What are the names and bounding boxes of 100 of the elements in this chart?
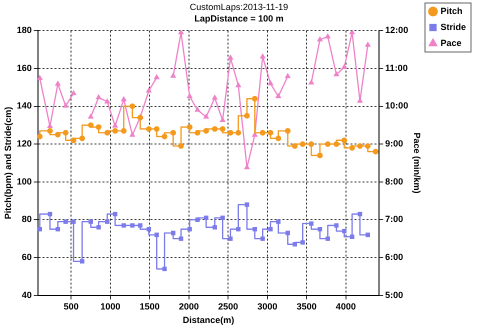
point	[260, 130, 266, 136]
x-tick-label: 2000	[178, 301, 199, 312]
point	[252, 96, 258, 102]
point	[268, 226, 273, 232]
point	[350, 30, 355, 34]
x-tick-label: 1000	[100, 301, 120, 312]
point	[358, 212, 362, 216]
point	[112, 212, 118, 216]
point	[366, 232, 370, 238]
point	[170, 230, 176, 236]
point	[154, 126, 160, 132]
point	[334, 223, 339, 228]
point	[178, 236, 184, 241]
point	[112, 123, 118, 128]
point	[357, 98, 363, 103]
point	[342, 64, 347, 70]
point	[268, 130, 274, 136]
point	[228, 130, 234, 136]
chart-title: CustomLaps:2013-11-19	[190, 2, 288, 12]
point	[220, 216, 225, 220]
point	[146, 226, 152, 232]
point	[38, 134, 43, 140]
y2-tick-label: 10:00	[385, 100, 408, 111]
point	[228, 54, 234, 60]
point	[364, 143, 371, 149]
point	[88, 122, 94, 128]
legend-label: Stride	[440, 22, 466, 32]
point	[318, 226, 322, 232]
point	[300, 141, 306, 147]
point	[71, 219, 76, 224]
point	[194, 130, 200, 136]
point	[260, 54, 266, 58]
point	[105, 219, 110, 224]
point	[170, 73, 176, 78]
point	[334, 72, 339, 76]
point	[96, 225, 101, 230]
y-tick-label: 120	[16, 138, 32, 149]
y-tick-label: 100	[16, 176, 32, 186]
point	[195, 218, 200, 222]
point	[325, 34, 330, 38]
legend-label: Pace	[440, 38, 462, 48]
point	[120, 128, 127, 134]
point	[162, 134, 168, 140]
y2-tick-label: 9:00	[385, 138, 404, 149]
point	[62, 130, 69, 136]
y-tick-label: 40	[22, 290, 32, 300]
point	[357, 143, 363, 149]
point	[204, 216, 208, 220]
point	[284, 128, 291, 134]
point	[194, 107, 200, 112]
point	[187, 226, 192, 232]
point	[204, 114, 209, 119]
point	[236, 226, 241, 232]
y2-tick-label: 8:00	[385, 176, 404, 186]
point	[350, 234, 354, 239]
point	[56, 226, 60, 232]
point	[252, 132, 258, 137]
point	[96, 94, 102, 100]
point	[268, 80, 274, 86]
y2-tick-label: 12:00	[385, 25, 408, 36]
y-tick-label: 80	[22, 214, 32, 224]
point	[326, 236, 330, 241]
point	[292, 242, 298, 247]
x-axis-title: Distance(m)	[182, 315, 234, 326]
point	[244, 112, 250, 119]
point	[146, 88, 152, 92]
point	[212, 225, 217, 230]
point	[235, 130, 242, 136]
point	[341, 137, 348, 144]
point	[130, 223, 135, 228]
point	[212, 126, 218, 132]
point	[54, 132, 61, 138]
point	[349, 145, 355, 151]
point	[286, 230, 290, 236]
y-tick-label: 180	[16, 25, 32, 36]
point	[55, 81, 60, 86]
point	[260, 236, 265, 241]
point	[48, 212, 52, 216]
point	[244, 202, 250, 207]
y2-tick-label: 7:00	[385, 214, 404, 224]
x-tick-label: 2500	[218, 301, 238, 312]
x-tick-label: 3500	[296, 301, 317, 312]
point	[220, 117, 226, 122]
point	[203, 128, 209, 134]
point	[146, 126, 152, 132]
point	[220, 126, 226, 132]
chart-subtitle: LapDistance = 100 m	[194, 14, 284, 24]
point	[324, 141, 331, 147]
point	[292, 143, 298, 149]
point	[308, 141, 314, 147]
point	[186, 124, 193, 130]
point	[63, 103, 68, 108]
point	[47, 128, 53, 134]
point	[317, 36, 322, 42]
point	[154, 74, 160, 80]
point	[38, 75, 42, 80]
y2-axis-title: Pace (min/km)	[412, 132, 422, 194]
point	[372, 148, 378, 154]
y2-tick-label: 11:00	[385, 62, 408, 73]
x-tick-label: 4000	[336, 301, 356, 312]
